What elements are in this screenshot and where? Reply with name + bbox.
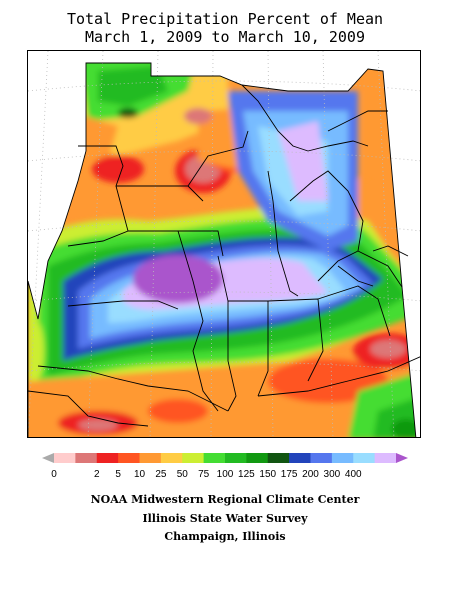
legend-swatch [374, 453, 397, 463]
legend-swatch [203, 453, 226, 463]
legend-swatch [139, 453, 162, 463]
legend-tick-label: 50 [177, 469, 189, 480]
map-title-line1: Total Precipitation Percent of Mean [66, 10, 384, 28]
legend-swatch [96, 453, 119, 463]
map-title-line2: March 1, 2009 to March 10, 2009 [85, 28, 365, 46]
legend-swatch [118, 453, 140, 463]
state-boundaries [28, 62, 420, 437]
legend-arrow-low [42, 453, 54, 463]
legend-tick-label: 100 [217, 469, 234, 480]
legend-tick-label: 125 [238, 469, 255, 480]
legend-swatch [246, 453, 269, 463]
legend-tick-label: 0 [51, 469, 57, 480]
legend-tick-label: 150 [259, 469, 276, 480]
legend-tick-label: 400 [345, 469, 362, 480]
legend-tick-label: 25 [155, 469, 167, 480]
legend-swatch [225, 453, 247, 463]
legend-scale: 0 2 5 10 25 50 75 100 125 150 175 200 300 400 [42, 453, 408, 480]
color-legend: 0 2 5 10 25 50 75 100 125 150 175 200 300 400 [40, 450, 410, 482]
credit-line2: Illinois State Water Survey [142, 512, 308, 525]
map-canvas [28, 51, 420, 437]
legend-tick-label: 75 [198, 469, 210, 480]
precipitation-field [28, 63, 416, 437]
legend-swatch [267, 453, 290, 463]
legend-tick-label: 300 [324, 469, 341, 480]
legend-swatch [353, 453, 376, 463]
legend-swatch [75, 453, 98, 463]
legend-tick-label: 2 [94, 469, 100, 480]
credit-line1: NOAA Midwestern Regional Climate Center [90, 493, 360, 506]
legend-swatch [182, 453, 205, 463]
credit-line3: Champaign, Illinois [164, 530, 286, 543]
precipitation-map [27, 50, 421, 438]
legend-swatch [289, 453, 311, 463]
legend-swatch [310, 453, 333, 463]
legend-swatch [160, 453, 183, 463]
legend-tick-label: 200 [302, 469, 319, 480]
legend-tick-label: 10 [134, 469, 146, 480]
lat-lon-grid [28, 51, 420, 437]
legend-arrow-high [396, 453, 408, 463]
legend-tick-label: 175 [281, 469, 298, 480]
legend-swatch [331, 453, 354, 463]
legend-tick-label: 5 [115, 469, 121, 480]
legend-swatch [54, 453, 76, 463]
